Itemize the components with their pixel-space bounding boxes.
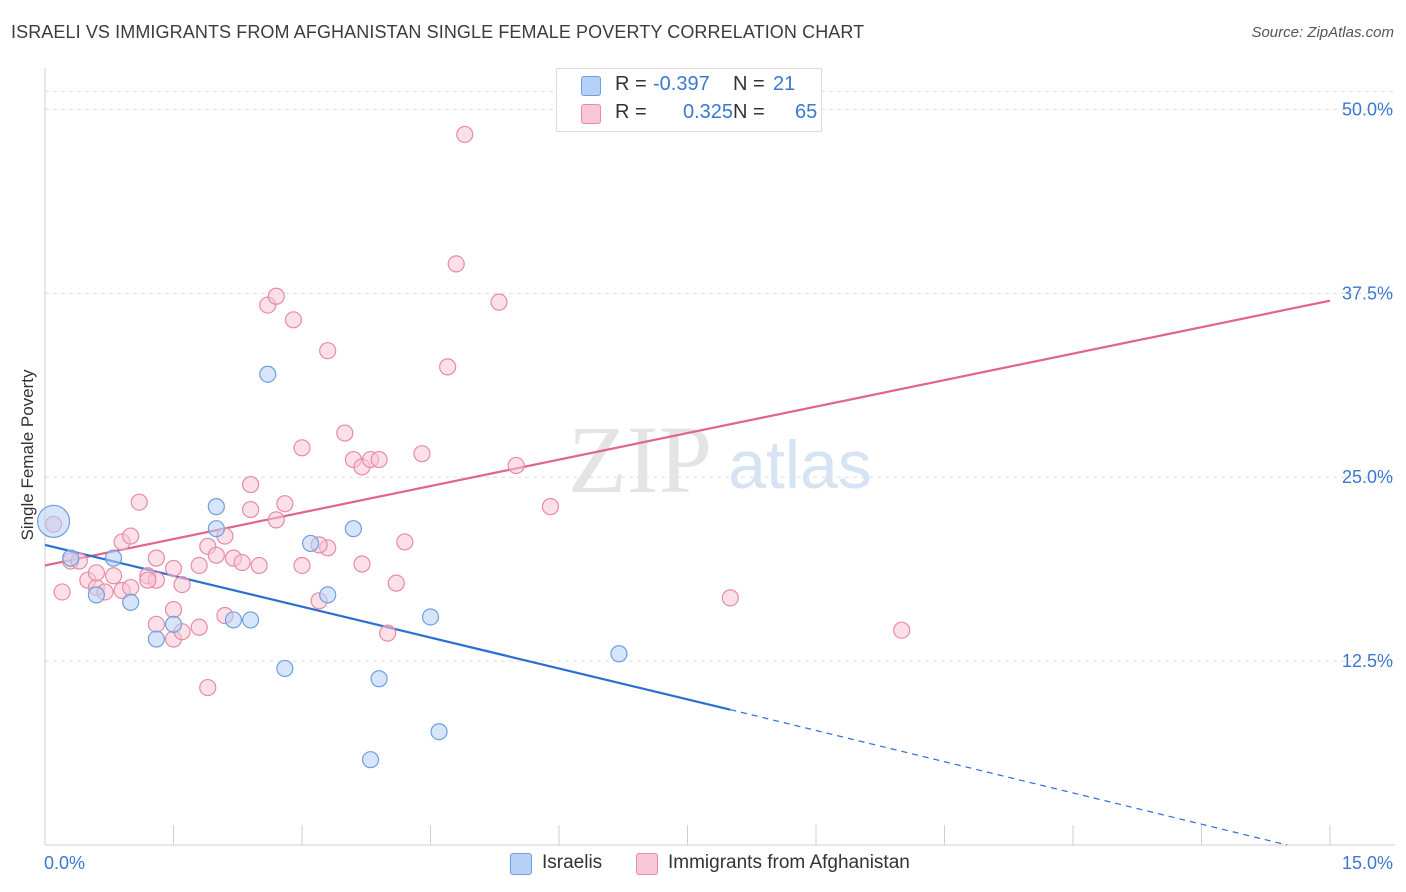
israelis-point [87, 586, 106, 604]
afghan-point [267, 287, 285, 305]
r-label: R = [615, 101, 647, 123]
israelis-point [301, 534, 320, 553]
legend-label-israelis: Israelis [542, 852, 603, 873]
afghan-point [130, 493, 148, 511]
n-label: N = [733, 73, 765, 95]
tick-labels: 12.5% 25.0% 37.5% 50.0% 0.0% 15.0% [44, 99, 1393, 873]
afghan-point [721, 589, 739, 607]
r-label: R = [615, 73, 647, 95]
afghan-point [319, 342, 337, 360]
israelis-point [122, 593, 140, 611]
afghan-point [396, 533, 414, 551]
afghan-point [147, 549, 165, 567]
israelis-point [276, 659, 294, 678]
afghan-point [87, 564, 106, 582]
chart-title: ISRAELI VS IMMIGRANTS FROM AFGHANISTAN S… [11, 22, 865, 42]
afghan-point [147, 615, 165, 633]
afghan-point [164, 559, 183, 578]
afghan-point [284, 311, 303, 329]
watermark-atlas: atlas [728, 427, 872, 503]
afghan-point [53, 583, 71, 601]
afghan-point [293, 439, 311, 457]
afghan-point [353, 555, 371, 573]
afghan-point [267, 511, 285, 529]
israelis-point [207, 498, 225, 516]
afghan-point [104, 567, 123, 585]
israelis-legend-swatch [510, 853, 532, 875]
afghan-point [439, 358, 457, 376]
afghan-point [893, 621, 911, 639]
israelis-point [36, 504, 71, 538]
afghan-point [190, 556, 208, 575]
afghan-point [370, 450, 388, 469]
israelis-point [259, 365, 277, 383]
israelis-point [319, 586, 337, 604]
afghan-point [293, 556, 311, 575]
afghan-point [242, 500, 260, 519]
n-label: N = [733, 101, 765, 123]
source-label: Source: ZipAtlas.com [1251, 24, 1394, 41]
israelis-point [344, 520, 362, 538]
israelis-point [104, 549, 123, 567]
afghan-point [490, 293, 508, 311]
israelis-point [242, 611, 260, 629]
israelis-point [62, 549, 80, 567]
israelis-point [361, 751, 380, 769]
afghan-point [447, 255, 465, 273]
y-tick-label: 25.0% [1342, 467, 1393, 487]
trend-line-israelis-extension [730, 709, 1288, 846]
n-value-israelis: 21 [773, 73, 796, 95]
y-tick-label: 12.5% [1342, 651, 1393, 671]
israelis-point [430, 723, 448, 741]
afghan-point [507, 456, 525, 475]
data-points [36, 125, 911, 769]
afghan-point [207, 546, 225, 564]
afghan-point [122, 527, 140, 545]
israelis-point [610, 645, 628, 663]
correlation-legend: R = -0.397 N = 21 R = 0.325 N = 65 [556, 68, 822, 132]
y-tick-label: 50.0% [1342, 99, 1393, 119]
afghan-point [190, 618, 208, 636]
watermark: ZIP atlas [568, 406, 872, 513]
r-value-israelis: -0.397 [653, 73, 710, 95]
israelis-point [224, 611, 243, 629]
x-tick-label: 15.0% [1342, 853, 1393, 873]
israelis-point [421, 608, 440, 626]
afghan-point [122, 578, 140, 597]
afghan-point [250, 556, 268, 575]
y-tick-label: 37.5% [1342, 283, 1393, 303]
afghan-point [164, 601, 183, 619]
afghan-swatch [581, 104, 601, 124]
afghan-legend-swatch [636, 853, 658, 875]
n-value-afghan: 65 [795, 101, 818, 123]
israelis-swatch [581, 76, 601, 96]
israelis-point [147, 630, 165, 648]
r-value-afghan: 0.325 [683, 101, 734, 123]
afghan-point [379, 624, 397, 642]
trend-line-afghan [44, 299, 1331, 567]
afghan-point [456, 125, 474, 144]
afghan-point [276, 495, 294, 513]
israelis-point [370, 670, 388, 688]
grid-lines [45, 90, 1395, 662]
afghan-point [387, 574, 405, 592]
afghan-point [139, 571, 157, 589]
afghan-point [173, 576, 191, 594]
watermark-zip: ZIP [568, 406, 712, 513]
x-tick-label: 0.0% [44, 853, 85, 873]
axes [44, 68, 1395, 846]
afghan-point [242, 475, 260, 494]
afghan-point [233, 553, 251, 572]
afghan-point [541, 498, 560, 516]
afghan-point [336, 424, 354, 442]
israelis-point [164, 615, 183, 633]
israelis-point [207, 520, 225, 538]
afghan-point [413, 445, 431, 463]
legend-label-afghan: Immigrants from Afghanistan [668, 852, 910, 873]
trend-lines [44, 299, 1331, 846]
afghan-point [199, 678, 217, 697]
